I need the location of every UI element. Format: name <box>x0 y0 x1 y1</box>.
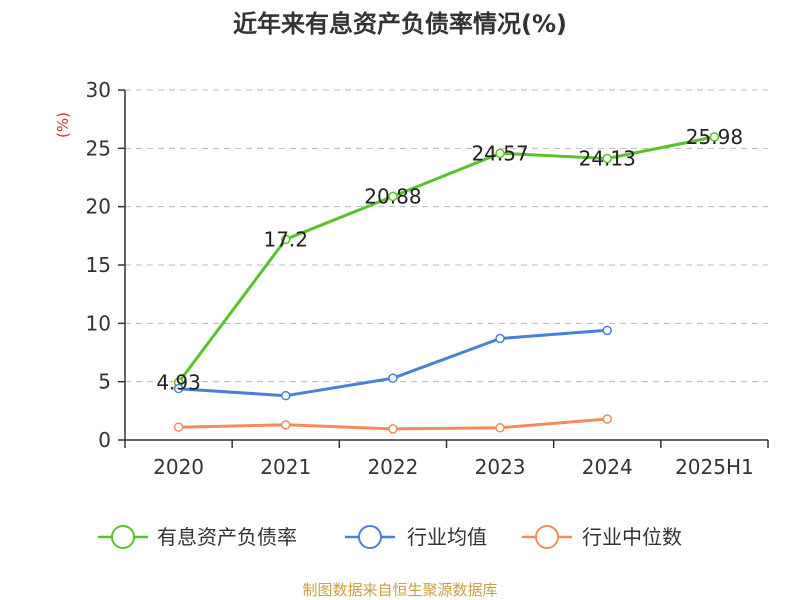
y-tick-label: 0 <box>98 428 111 452</box>
data-point <box>388 424 398 434</box>
data-point <box>173 383 184 394</box>
grid-lines <box>125 89 768 383</box>
x-tick-label: 2021 <box>260 455 311 479</box>
data-point <box>495 423 505 433</box>
y-tick-label: 25 <box>86 136 111 160</box>
x-tick-label: 2024 <box>582 455 633 479</box>
data-label: 24.13 <box>579 146 636 170</box>
y-axis-unit-label: (%) <box>54 112 72 138</box>
x-tick-label: 2022 <box>367 455 418 479</box>
data-point <box>709 132 720 142</box>
data-point <box>281 420 291 430</box>
legend: 有息资产负债率 行业均值 行业中位数 <box>98 525 682 549</box>
source-note: 制图数据来自恒生聚源数据库 <box>302 581 497 599</box>
chart-title: 近年来有息资产负债率情况(%) <box>233 10 567 38</box>
data-point <box>281 390 291 401</box>
data-point <box>388 373 398 383</box>
y-tick-label: 20 <box>86 195 111 219</box>
legend-marker <box>111 525 135 549</box>
legend-label: 行业均值 <box>407 525 487 549</box>
data-point <box>495 333 505 344</box>
legend-label: 有息资产负债率 <box>157 525 297 549</box>
data-point <box>602 414 612 424</box>
axes: 0 5 10 15 20 25 30 2020 2021 2022 2023 2024 2025H1 <box>86 78 769 479</box>
data-point <box>495 148 505 159</box>
legend-marker <box>358 525 382 549</box>
data-labels: 4.93 17.2 20.88 24.57 24.13 25.98 <box>156 125 743 395</box>
data-label: 4.93 <box>156 370 201 394</box>
data-label: 17.2 <box>263 227 308 251</box>
series-line-1 <box>178 328 608 398</box>
data-label: 24.57 <box>471 141 528 165</box>
series-line-0 <box>177 135 715 384</box>
y-tick-label: 30 <box>86 78 111 102</box>
series-layer <box>173 132 720 434</box>
y-tick-label: 5 <box>98 370 111 394</box>
data-point <box>602 325 612 336</box>
x-tick-label: 2023 <box>475 455 526 479</box>
y-tick-label: 15 <box>86 253 111 277</box>
legend-label: 行业中位数 <box>582 525 682 549</box>
data-point <box>388 191 398 202</box>
y-tick-label: 10 <box>86 311 111 335</box>
data-label: 25.98 <box>686 125 743 149</box>
legend-marker <box>535 525 559 549</box>
data-point <box>281 234 291 245</box>
data-label: 20.88 <box>364 184 421 208</box>
data-point <box>173 422 184 432</box>
data-point <box>602 153 612 164</box>
x-tick-label: 2025H1 <box>675 455 754 479</box>
x-tick-label: 2020 <box>153 455 204 479</box>
